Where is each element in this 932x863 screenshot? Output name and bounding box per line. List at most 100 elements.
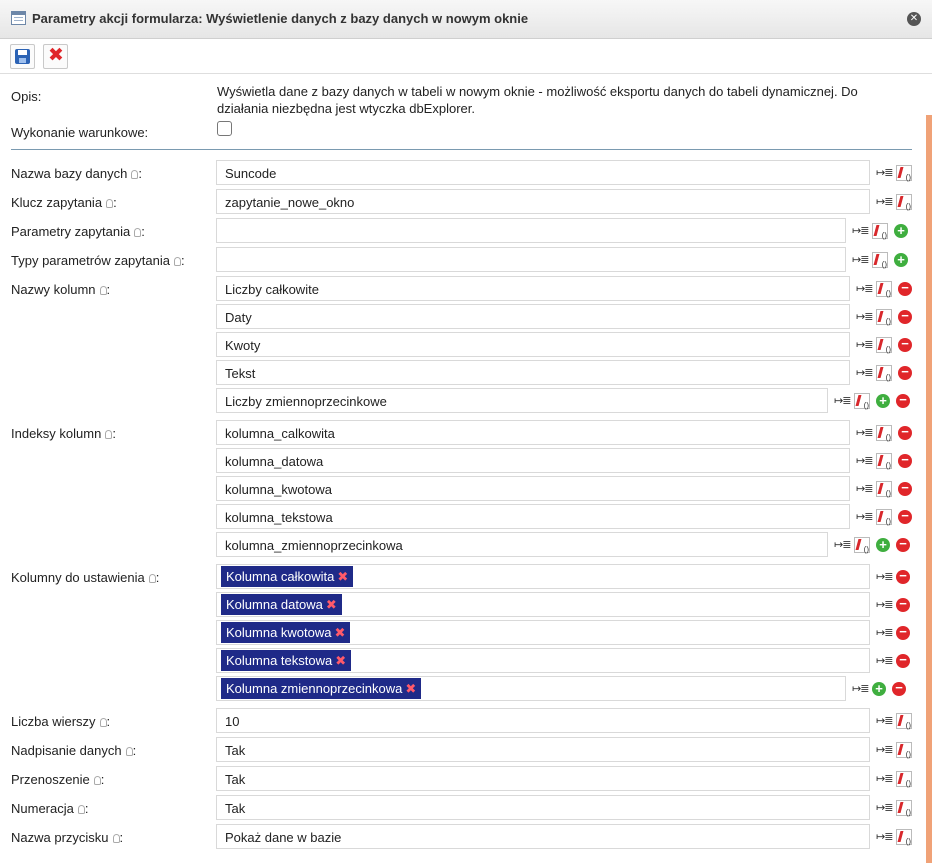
- tag-input[interactable]: Kolumna zmiennoprzecinkowa ✖: [216, 676, 846, 701]
- function-icon[interactable]: [854, 393, 870, 410]
- text-input[interactable]: [216, 218, 846, 243]
- field-label-text: Przenoszenie: [11, 772, 90, 787]
- list-icon[interactable]: ↦≣: [852, 225, 869, 237]
- list-icon[interactable]: ↦≣: [856, 427, 873, 439]
- remove-icon[interactable]: −: [896, 653, 910, 668]
- remove-icon[interactable]: −: [896, 597, 910, 612]
- text-input[interactable]: Tekst: [216, 360, 850, 385]
- function-icon[interactable]: [876, 365, 892, 382]
- add-icon[interactable]: +: [894, 224, 908, 238]
- function-icon[interactable]: [896, 771, 912, 788]
- list-icon[interactable]: ↦≣: [876, 715, 893, 727]
- function-icon[interactable]: [896, 829, 912, 846]
- text-input[interactable]: Liczby całkowite: [216, 276, 850, 301]
- list-icon[interactable]: ↦≣: [834, 395, 851, 407]
- text-input[interactable]: zapytanie_nowe_okno: [216, 189, 870, 214]
- text-input[interactable]: [216, 247, 846, 272]
- function-icon[interactable]: [896, 800, 912, 817]
- text-input[interactable]: Daty: [216, 304, 850, 329]
- function-icon[interactable]: [896, 165, 912, 182]
- remove-icon[interactable]: −: [896, 393, 910, 408]
- text-input[interactable]: 10: [216, 708, 870, 733]
- save-button[interactable]: [10, 44, 35, 69]
- text-input[interactable]: kolumna_calkowita: [216, 420, 850, 445]
- remove-icon[interactable]: −: [898, 365, 912, 380]
- list-icon[interactable]: ↦≣: [876, 773, 893, 785]
- text-input[interactable]: Liczby zmiennoprzecinkowe: [216, 388, 828, 413]
- text-input[interactable]: Tak: [216, 737, 870, 762]
- function-icon[interactable]: [876, 281, 892, 298]
- function-icon[interactable]: [876, 309, 892, 326]
- function-icon[interactable]: [876, 509, 892, 526]
- list-icon[interactable]: ↦≣: [856, 455, 873, 467]
- remove-icon[interactable]: −: [898, 281, 912, 296]
- scrollbar[interactable]: [926, 115, 932, 863]
- function-icon[interactable]: [876, 481, 892, 498]
- list-icon[interactable]: ↦≣: [876, 196, 893, 208]
- text-input[interactable]: kolumna_kwotowa: [216, 476, 850, 501]
- remove-icon[interactable]: −: [896, 569, 910, 584]
- tag-input[interactable]: Kolumna całkowita ✖: [216, 564, 870, 589]
- input-value: Daty: [225, 310, 252, 325]
- text-input[interactable]: kolumna_zmiennoprzecinkowa: [216, 532, 828, 557]
- list-icon[interactable]: ↦≣: [856, 483, 873, 495]
- text-input[interactable]: Suncode: [216, 160, 870, 185]
- function-icon[interactable]: [896, 713, 912, 730]
- conditional-checkbox[interactable]: [217, 121, 232, 136]
- remove-icon[interactable]: −: [892, 681, 906, 696]
- list-icon[interactable]: ↦≣: [876, 744, 893, 756]
- list-icon[interactable]: ↦≣: [834, 539, 851, 551]
- tag-input[interactable]: Kolumna datowa ✖: [216, 592, 870, 617]
- list-icon[interactable]: ↦≣: [856, 339, 873, 351]
- text-input[interactable]: Pokaż dane w bazie: [216, 824, 870, 849]
- function-icon[interactable]: [872, 252, 888, 269]
- list-icon[interactable]: ↦≣: [876, 627, 893, 639]
- list-icon[interactable]: ↦≣: [876, 802, 893, 814]
- tag-input[interactable]: Kolumna tekstowa ✖: [216, 648, 870, 673]
- text-input[interactable]: Tak: [216, 795, 870, 820]
- add-icon[interactable]: +: [876, 394, 890, 408]
- list-icon[interactable]: ↦≣: [856, 311, 873, 323]
- text-input[interactable]: kolumna_tekstowa: [216, 504, 850, 529]
- function-icon[interactable]: [876, 337, 892, 354]
- remove-tag-icon[interactable]: ✖: [334, 625, 346, 640]
- remove-icon[interactable]: −: [898, 425, 912, 440]
- remove-icon[interactable]: −: [898, 309, 912, 324]
- remove-icon[interactable]: −: [898, 337, 912, 352]
- list-icon[interactable]: ↦≣: [852, 254, 869, 266]
- remove-icon[interactable]: −: [898, 481, 912, 496]
- remove-tag-icon[interactable]: ✖: [337, 569, 349, 584]
- remove-icon[interactable]: −: [898, 509, 912, 524]
- hint-icon: [99, 286, 107, 295]
- list-icon[interactable]: ↦≣: [876, 599, 893, 611]
- remove-icon[interactable]: −: [896, 537, 910, 552]
- close-window-icon[interactable]: ✕: [907, 12, 921, 26]
- list-icon[interactable]: ↦≣: [876, 655, 893, 667]
- text-input[interactable]: Kwoty: [216, 332, 850, 357]
- remove-tag-icon[interactable]: ✖: [405, 681, 417, 696]
- add-icon[interactable]: +: [894, 253, 908, 267]
- cancel-button[interactable]: ✖: [43, 44, 68, 69]
- tag-input[interactable]: Kolumna kwotowa ✖: [216, 620, 870, 645]
- function-icon[interactable]: [872, 223, 888, 240]
- list-icon[interactable]: ↦≣: [856, 511, 873, 523]
- list-icon[interactable]: ↦≣: [876, 167, 893, 179]
- text-input[interactable]: kolumna_datowa: [216, 448, 850, 473]
- list-icon[interactable]: ↦≣: [876, 571, 893, 583]
- function-icon[interactable]: [876, 425, 892, 442]
- add-icon[interactable]: +: [872, 682, 886, 696]
- list-icon[interactable]: ↦≣: [876, 831, 893, 843]
- list-icon[interactable]: ↦≣: [856, 283, 873, 295]
- list-icon[interactable]: ↦≣: [852, 683, 869, 695]
- remove-icon[interactable]: −: [898, 453, 912, 468]
- list-icon[interactable]: ↦≣: [856, 367, 873, 379]
- add-icon[interactable]: +: [876, 538, 890, 552]
- text-input[interactable]: Tak: [216, 766, 870, 791]
- remove-icon[interactable]: −: [896, 625, 910, 640]
- function-icon[interactable]: [876, 453, 892, 470]
- remove-tag-icon[interactable]: ✖: [325, 597, 337, 612]
- function-icon[interactable]: [896, 742, 912, 759]
- function-icon[interactable]: [854, 537, 870, 554]
- remove-tag-icon[interactable]: ✖: [335, 653, 347, 668]
- function-icon[interactable]: [896, 194, 912, 211]
